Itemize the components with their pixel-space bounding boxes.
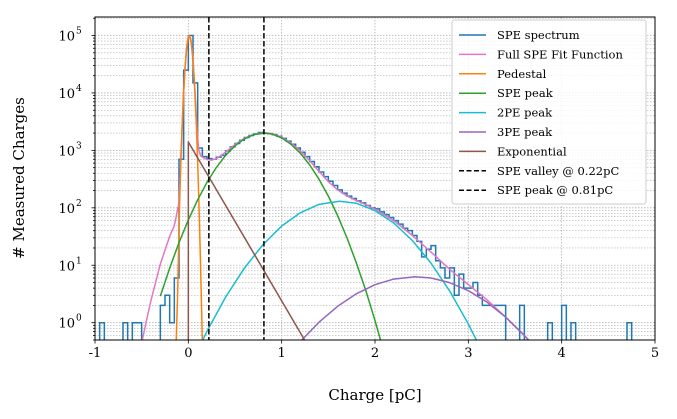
legend-entry: 2PE peak <box>459 106 553 120</box>
y-tick-exponent: 5 <box>76 27 82 37</box>
y-tick-label: 10 1 <box>58 256 81 274</box>
y-tick-label: 10 2 <box>58 199 81 217</box>
legend-label: SPE valley @ 0.22pC <box>497 164 619 178</box>
spe-peak-curve <box>159 132 382 340</box>
y-tick-exponent: 0 <box>76 314 82 324</box>
3pe-peak-curve <box>300 276 530 340</box>
y-tick-exponent: 4 <box>76 84 82 94</box>
x-tick-label: 5 <box>651 346 659 361</box>
legend-entry: SPE valley @ 0.22pC <box>459 164 619 178</box>
x-tick-label: 3 <box>464 346 472 361</box>
y-axis-label: # Measured Charges <box>10 97 28 259</box>
2pe-peak-curve <box>201 200 478 340</box>
legend-box <box>451 19 647 205</box>
pedestal-curve <box>175 34 204 340</box>
plot-marks <box>98 17 633 340</box>
y-tick-label: 10 5 <box>58 27 82 45</box>
legend-label: SPE peak @ 0.81pC <box>497 183 613 197</box>
legend-entry: SPE peak <box>459 86 554 100</box>
x-tick-label: 4 <box>558 346 566 361</box>
legend-entry: Pedestal <box>459 67 547 81</box>
legend-label: 2PE peak <box>497 106 553 120</box>
legend-label: 3PE peak <box>497 125 553 139</box>
y-tick-base: 10 <box>58 144 75 159</box>
y-tick-base: 10 <box>58 259 75 274</box>
x-tick-label: 0 <box>184 346 192 361</box>
legend-label: Exponential <box>497 144 567 158</box>
y-tick-base: 10 <box>58 30 75 45</box>
y-tick-base: 10 <box>58 87 75 102</box>
y-tick-label: 10 0 <box>58 314 82 332</box>
x-tick-label: -1 <box>89 346 102 361</box>
legend-entry: 3PE peak <box>459 125 553 139</box>
legend-label: SPE spectrum <box>497 28 580 42</box>
legend-entry: Exponential <box>459 144 567 158</box>
x-tick-label: 2 <box>371 346 379 361</box>
y-tick-base: 10 <box>58 317 75 332</box>
y-tick-exponent: 3 <box>76 141 82 151</box>
y-tick-base: 10 <box>58 202 75 217</box>
legend-label: SPE peak <box>497 86 554 100</box>
y-tick-exponent: 2 <box>76 199 82 209</box>
x-axis-label: Charge [pC] <box>328 386 421 404</box>
legend: SPE spectrum Full SPE Fit Function Pedesta… <box>451 19 647 205</box>
legend-label: Pedestal <box>497 67 547 81</box>
legend-entry: Full SPE Fit Function <box>459 47 623 61</box>
x-tick-label: 1 <box>278 346 286 361</box>
y-tick-label: 10 4 <box>58 84 82 102</box>
legend-entry: SPE peak @ 0.81pC <box>459 183 613 197</box>
legend-label: Full SPE Fit Function <box>497 47 623 61</box>
y-tick-label: 10 3 <box>58 141 82 159</box>
spe-spectrum-histogram <box>98 34 633 340</box>
legend-entry: SPE spectrum <box>459 28 580 42</box>
y-tick-exponent: 1 <box>76 256 82 266</box>
exponential-curve <box>187 141 306 340</box>
